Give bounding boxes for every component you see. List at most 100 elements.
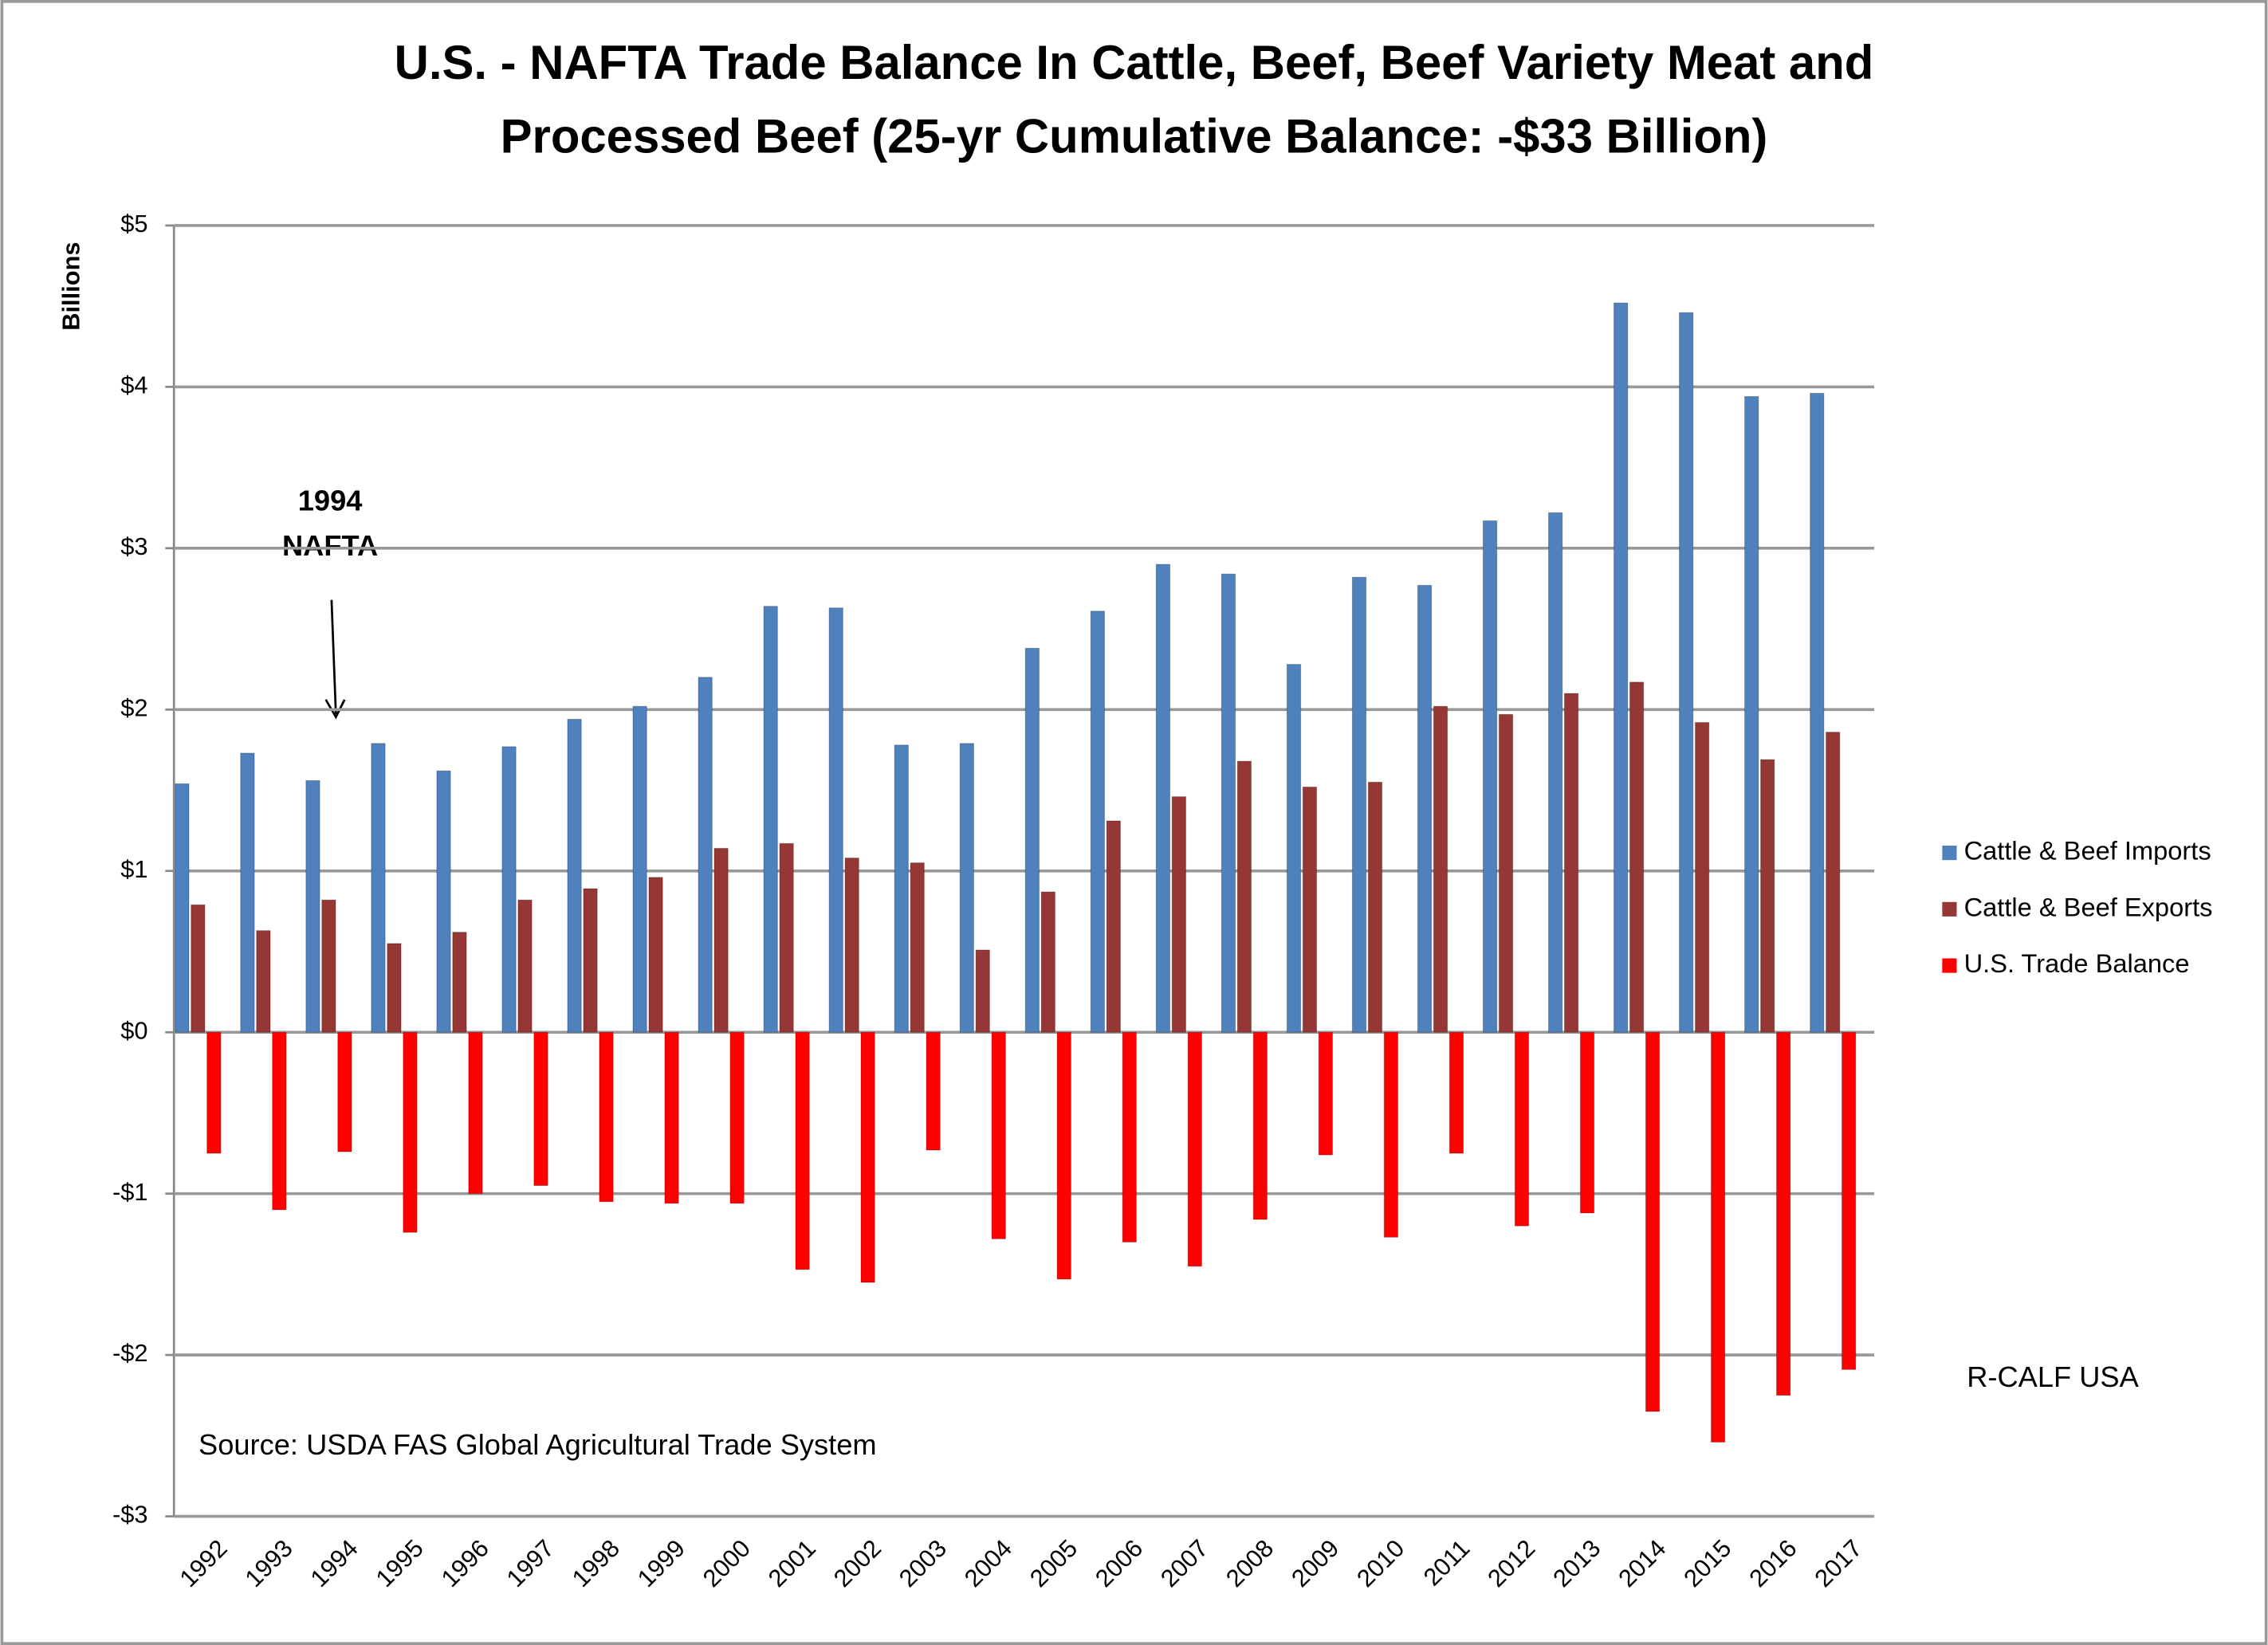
bar: [452, 932, 467, 1033]
bar: [1155, 563, 1171, 1033]
bar: [567, 718, 582, 1033]
bar: [729, 1031, 745, 1204]
bar: [1744, 395, 1759, 1033]
bar: [1547, 512, 1563, 1033]
bar: [1367, 781, 1383, 1033]
bar: [1187, 1031, 1202, 1267]
bar: [860, 1031, 875, 1283]
source-note: Source: USDA FAS Global Agricultural Tra…: [198, 1428, 877, 1461]
bar: [240, 752, 255, 1033]
y-tick-label: $4: [120, 371, 147, 399]
legend-swatch: [1942, 958, 1957, 973]
y-tick-label: $1: [120, 855, 147, 883]
bar: [1579, 1031, 1595, 1214]
bar: [1614, 302, 1629, 1033]
y-tick-label: -$2: [112, 1339, 148, 1367]
bar: [1106, 820, 1121, 1033]
bar: [1433, 705, 1448, 1033]
bar: [713, 847, 729, 1033]
bar: [991, 1031, 1006, 1239]
y-tick-label: -$1: [112, 1178, 148, 1206]
bar: [779, 842, 794, 1033]
bar: [648, 877, 663, 1033]
y-tick-label: $5: [120, 210, 147, 238]
chart-title: U.S. - NAFTA Trade Balance In Cattle, Be…: [395, 36, 1874, 89]
bar: [206, 1031, 222, 1154]
y-tick-label: $2: [120, 693, 147, 721]
y-tick-label: $3: [120, 532, 147, 560]
bar: [1383, 1031, 1399, 1238]
bar: [1498, 713, 1514, 1033]
bar: [583, 888, 598, 1033]
bar: [1302, 786, 1318, 1033]
bar: [305, 779, 320, 1033]
bar: [1448, 1031, 1464, 1154]
bar: [698, 677, 713, 1033]
bar: [763, 606, 778, 1033]
bar: [959, 743, 974, 1033]
bar: [1040, 891, 1055, 1033]
bar: [272, 1031, 287, 1211]
bar: [828, 607, 843, 1033]
bar: [175, 783, 190, 1033]
y-tick-label: $0: [120, 1016, 147, 1044]
bar: [517, 899, 533, 1033]
bar: [1286, 664, 1302, 1033]
bar: [1679, 312, 1694, 1033]
bar: [256, 930, 271, 1033]
bar: [337, 1031, 352, 1152]
bar: [1482, 520, 1498, 1033]
bar: [632, 705, 647, 1033]
bar: [1090, 610, 1106, 1033]
bar: [1220, 573, 1236, 1033]
bar: [599, 1031, 614, 1203]
bar: [387, 943, 402, 1033]
bar: [1514, 1031, 1530, 1227]
bar: [1775, 1031, 1791, 1396]
legend-swatch: [1942, 901, 1957, 917]
bar: [926, 1031, 941, 1151]
bar: [501, 746, 517, 1033]
bar: [436, 770, 451, 1033]
bar: [795, 1031, 810, 1270]
credit: R-CALF USA: [1967, 1360, 2139, 1393]
legend: Cattle & Beef Imports Cattle & Beef Expor…: [1942, 836, 2212, 978]
annotation: NAFTA: [282, 529, 378, 562]
annotation-arrow: [330, 599, 337, 715]
annotation-arrowhead: [324, 699, 346, 720]
bar: [1056, 1031, 1071, 1280]
bar: [1760, 759, 1775, 1033]
y-tick-label: -$3: [112, 1501, 148, 1529]
bar: [1810, 392, 1825, 1033]
bar: [468, 1031, 483, 1195]
annotation: 1994: [298, 485, 363, 517]
bar: [371, 743, 386, 1033]
y-axis-label: Billions: [57, 241, 85, 330]
bar: [403, 1031, 418, 1233]
bar: [191, 904, 206, 1033]
bar: [1710, 1031, 1726, 1443]
bar: [1236, 760, 1252, 1033]
bar: [975, 949, 990, 1033]
bar: [1171, 796, 1187, 1033]
bar: [1252, 1031, 1268, 1220]
legend-label: Cattle & Beef Imports: [1964, 836, 2211, 866]
bar: [1694, 721, 1710, 1033]
chart-title: Processed Beef (25-yr Cumulative Balance…: [501, 110, 1768, 163]
bar: [321, 899, 336, 1033]
bar: [1024, 647, 1040, 1033]
bar: [910, 862, 925, 1033]
legend-label: U.S. Trade Balance: [1964, 948, 2190, 978]
bar: [1417, 584, 1433, 1033]
bar: [1351, 576, 1367, 1033]
bar: [533, 1031, 548, 1187]
legend-label: Cattle & Beef Exports: [1964, 892, 2213, 921]
legend-swatch: [1942, 846, 1957, 861]
bar: [844, 858, 859, 1033]
bar: [1563, 693, 1579, 1033]
bar: [1842, 1031, 1857, 1370]
bar: [1122, 1031, 1137, 1243]
